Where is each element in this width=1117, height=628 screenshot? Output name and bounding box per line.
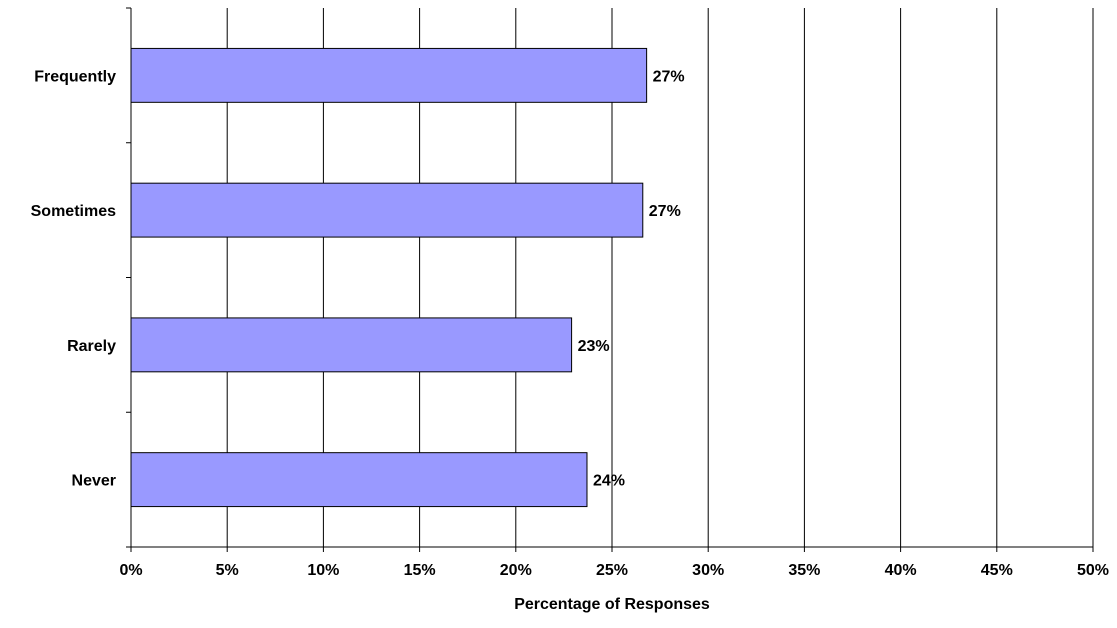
category-label-never: Never	[72, 473, 116, 490]
data-label-frequently: 27%	[653, 68, 685, 85]
x-tick-label: 35%	[788, 562, 820, 579]
x-tick-label: 5%	[216, 562, 239, 579]
x-tick-label: 50%	[1077, 562, 1109, 579]
x-tick-label: 40%	[885, 562, 917, 579]
category-label-rarely: Rarely	[67, 338, 116, 355]
bar-frequently	[130, 47, 648, 103]
x-tick-label: 45%	[981, 562, 1013, 579]
axes	[126, 7, 1094, 552]
x-tick-label: 20%	[500, 562, 532, 579]
x-tick-label: 0%	[119, 562, 142, 579]
category-label-sometimes: Sometimes	[31, 203, 116, 220]
data-label-rarely: 23%	[578, 338, 610, 355]
bar-sometimes	[130, 182, 644, 238]
data-label-sometimes: 27%	[649, 203, 681, 220]
bar-rarely	[130, 317, 573, 373]
x-tick-label: 25%	[596, 562, 628, 579]
x-axis-title: Percentage of Responses	[514, 596, 710, 613]
data-label-never: 24%	[593, 473, 625, 490]
x-tick-label: 30%	[692, 562, 724, 579]
x-tick-label: 15%	[404, 562, 436, 579]
bars	[130, 47, 648, 508]
bar-never	[130, 452, 588, 508]
x-tick-label: 10%	[307, 562, 339, 579]
labels: 27% Frequently 27% Sometimes 23% Rarely 24% Nev…	[31, 68, 1109, 579]
category-label-frequently: Frequently	[34, 68, 116, 85]
